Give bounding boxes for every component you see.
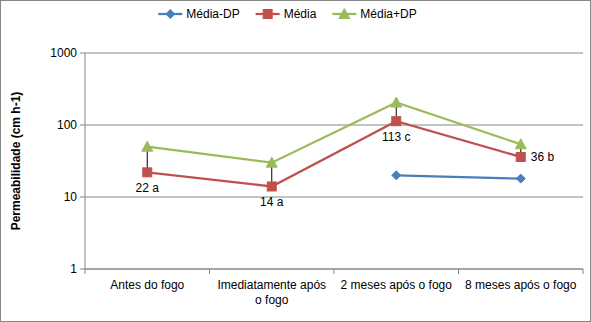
data-point — [391, 97, 402, 107]
data-point — [516, 174, 525, 183]
tick — [80, 197, 85, 198]
x-tick — [334, 269, 335, 274]
category-label: 2 meses após o fogo — [341, 278, 453, 292]
y-axis — [85, 53, 86, 269]
legend-marker — [339, 9, 350, 19]
data-point — [515, 139, 526, 149]
tick — [80, 53, 85, 54]
tick-label: 10 — [64, 190, 78, 204]
data-label: 113 c — [382, 130, 410, 144]
data-label: 14 a — [260, 195, 284, 209]
category-label: Antes do fogo — [110, 278, 184, 292]
y-axis-title: Permeabilidade (cm h-1) — [9, 92, 23, 231]
legend-marker — [263, 10, 272, 19]
tick — [80, 125, 85, 126]
data-point — [267, 182, 276, 191]
category-label: Imediatamente apóso fogo — [217, 278, 326, 307]
tick-label: 1 — [70, 262, 77, 276]
legend: Média-DP Média Média+DP — [158, 7, 416, 21]
tick — [80, 269, 85, 270]
tick-label: 1000 — [50, 46, 77, 60]
x-tick — [583, 269, 584, 274]
legend-marker — [166, 10, 175, 19]
x-tick — [458, 269, 459, 274]
data-point — [143, 168, 152, 177]
data-point — [392, 117, 401, 126]
grid-line — [85, 197, 583, 198]
series-line — [147, 103, 521, 163]
chart: 1 10 100 1000 Permeabilidade (cm h-1) Antes d… — [0, 0, 591, 322]
grid-line — [85, 53, 583, 54]
legend-label: Média-DP — [186, 7, 239, 21]
data-point — [392, 171, 401, 180]
chart-frame — [1, 1, 591, 322]
legend-label: Média — [284, 7, 317, 21]
x-tick — [85, 269, 86, 274]
plot-area — [142, 97, 527, 191]
grid-line — [85, 125, 583, 126]
series-line — [396, 175, 521, 178]
data-label: 36 b — [531, 150, 555, 164]
data-label: 22 a — [136, 181, 160, 195]
data-point — [266, 157, 277, 167]
tick-label: 100 — [57, 118, 77, 132]
data-point — [142, 141, 153, 151]
category-label: 8 meses após o fogo — [465, 278, 577, 292]
x-tick — [209, 269, 210, 274]
data-point — [516, 152, 525, 161]
legend-label: Média+DP — [360, 7, 416, 21]
